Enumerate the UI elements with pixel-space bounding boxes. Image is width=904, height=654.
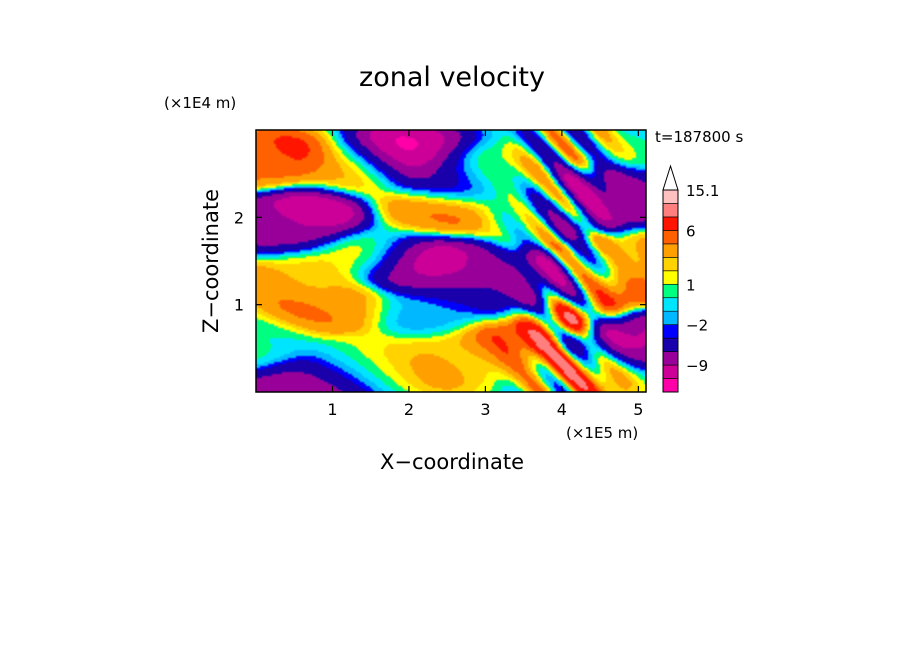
colorbar-segment [662,230,679,245]
x-tick-label: 5 [633,400,643,419]
y-axis: 12 [234,208,646,315]
colorbar-label: 6 [686,222,696,240]
colorbar-extend-arrow [662,164,679,191]
colorbar-label: −9 [686,357,708,375]
time-label: t=187800 s [655,128,743,146]
colorbar-segment [662,257,679,272]
x-axis-label: X−coordinate [380,450,524,474]
y-tick-label: 2 [234,208,244,227]
x-tick-label: 4 [557,400,567,419]
colorbar-label: −2 [686,317,708,335]
x-axis-unit: (×1E5 m) [566,424,638,442]
x-tick-label: 3 [480,400,490,419]
colorbar-label: 15.1 [686,182,719,200]
x-tick-label: 1 [327,400,337,419]
y-axis-label: Z−coordinate [199,189,223,333]
plot-frame [255,129,647,393]
colorbar-segment [662,324,679,339]
colorbar: 15.1 6 1 −2 −9 [662,164,719,393]
x-axis: 1 2 3 4 5 [327,130,643,419]
plot-area [256,130,646,392]
colorbar-segment [662,283,679,299]
chart-title: zonal velocity [359,62,545,93]
colorbar-segment [662,297,679,312]
velocity-field [256,130,646,392]
colorbar-segment [662,337,679,352]
y-axis-unit: (×1E4 m) [164,94,236,112]
colorbar-segment [662,270,679,285]
colorbar-segment [662,243,679,258]
colorbar-segment [662,310,679,325]
x-tick-label: 2 [404,400,414,419]
colorbar-segment [662,364,679,379]
colorbar-label: 1 [686,276,696,294]
colorbar-segment [662,351,679,366]
y-tick-label: 1 [234,296,244,315]
colorbar-segment [662,189,679,204]
colorbar-frame [662,189,679,393]
colorbar-segment [662,378,679,393]
colorbar-segment [662,216,679,231]
colorbar-segment [662,203,679,218]
